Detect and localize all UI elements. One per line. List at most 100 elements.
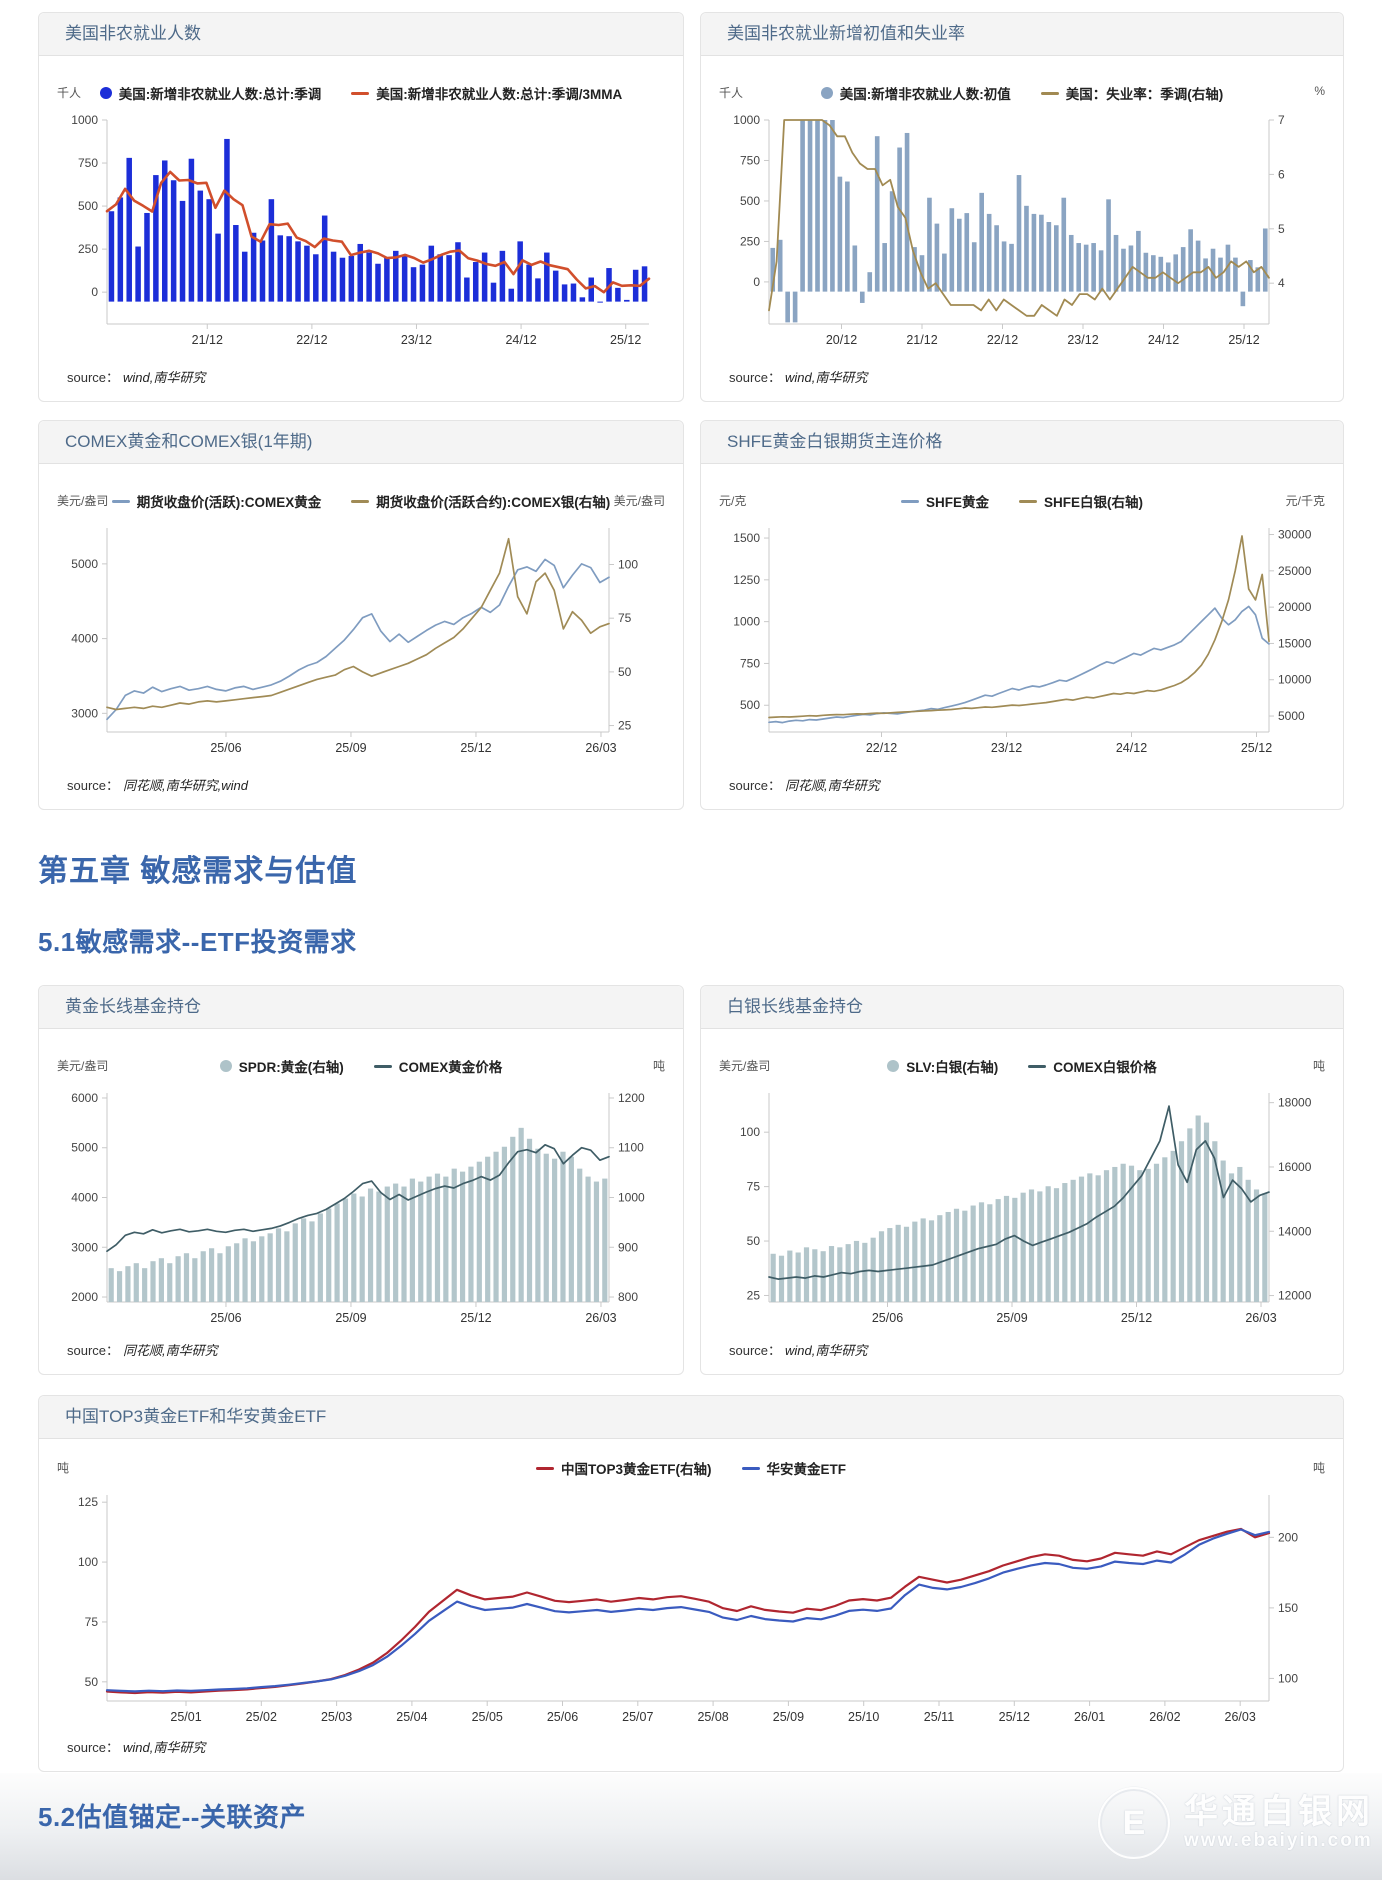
legend-item[interactable]: SLV:白银(右轴) [887,1056,998,1076]
svg-text:26/03: 26/03 [1245,1311,1276,1325]
source-line: source： wind,南华研究 [67,370,206,385]
svg-text:26/03: 26/03 [585,1311,616,1325]
svg-text:500: 500 [740,194,760,208]
left-axis-unit: 美元/盎司 [57,1059,109,1073]
legend-item[interactable]: 华安黄金ETF [741,1458,847,1478]
watermark-site-url: www.ebaiyin.com [1184,1830,1373,1852]
svg-text:25/12: 25/12 [460,1311,491,1325]
left-axis-unit: 美元/盎司 [57,494,109,508]
left-axis-unit: 千人 [57,86,82,100]
svg-text:50: 50 [618,665,632,679]
legend-label: SHFE白银(右轴) [1044,495,1143,510]
legend-row: 期货收盘价(活跃):COMEX黄金 期货收盘价(活跃合约):COMEX银(右轴) 美… [53,486,669,516]
legend-item[interactable]: 中国TOP3黄金ETF(右轴) [535,1458,712,1478]
legend-item[interactable]: COMEX黄金价格 [373,1056,502,1076]
legend-item[interactable]: COMEX白银价格 [1028,1056,1157,1076]
chart-canvas: 1000 750 500 250 0 7 6 5 4 20/12 21/12 22/12 23/12 24… [733,113,1285,347]
svg-text:25/07: 25/07 [622,1710,653,1724]
card-silver-fund-holdings: 白银长线基金持仓 SLV:白银(右轴) COMEX白银价格 美元/盎司 吨 100 75… [700,985,1344,1375]
legend-line-icon [351,499,370,503]
card-body: SPDR:黄金(右轴) COMEX黄金价格 美元/盎司 吨 6000 5000 4000 3… [39,1029,683,1375]
svg-text:5000: 5000 [1278,709,1305,723]
x-axis: 21/12 22/12 23/12 24/12 25/12 [107,323,649,347]
x-axis: 25/06 25/09 25/12 26/03 [107,1301,617,1325]
svg-text:16000: 16000 [1278,1160,1312,1174]
legend-item[interactable]: 美国:新增非农就业人数:总计:季调 [99,83,322,103]
y-axis-right: 100 75 50 25 [608,528,638,733]
card-gold-fund-holdings: 黄金长线基金持仓 SPDR:黄金(右轴) COMEX黄金价格 美元/盎司 吨 6000… [38,985,684,1375]
svg-text:1000: 1000 [71,113,98,127]
bar-series [770,120,1268,323]
legend-item[interactable]: 美国:新增非农就业人数:初值 [820,83,1011,103]
legend-label: SPDR:黄金(右轴) [238,1060,344,1075]
svg-text:12000: 12000 [1278,1289,1312,1303]
legend-line-icon [535,1466,554,1470]
svg-text:900: 900 [618,1240,638,1254]
svg-text:26/03: 26/03 [585,741,616,755]
card-us-nonfarm-payrolls: 美国非农就业人数 美国:新增非农就业人数:总计:季调 美国:新增非农就业人数:总计… [38,12,684,402]
legend-item[interactable]: 期货收盘价(活跃合约):COMEX银(右轴) [351,491,610,511]
svg-text:0: 0 [91,285,98,299]
svg-text:5: 5 [1278,222,1285,236]
legend-item[interactable]: 期货收盘价(活跃):COMEX黄金 [111,491,321,511]
svg-text:25/06: 25/06 [210,741,241,755]
svg-text:6: 6 [1278,167,1285,181]
line-series [768,1105,1270,1280]
card-body: 美国:新增非农就业人数:初值 美国：失业率：季调(右轴) 千人% 1000 750 50… [701,56,1343,402]
legend-row: SLV:白银(右轴) COMEX白银价格 美元/盎司 吨 [715,1051,1329,1081]
svg-text:1500: 1500 [733,531,760,545]
legend-line-icon [1028,1064,1047,1068]
line-series [106,558,610,721]
watermark-text: 华通白银网 www.ebaiyin.com [1184,1793,1374,1852]
card-title: 美国非农就业人数 [39,13,683,56]
card-us-initial-claims-unemployment: 美国非农就业新增初值和失业率 美国:新增非农就业人数:初值 美国：失业率：季调(右… [700,12,1344,402]
legend-item[interactable]: SHFE黄金 [900,491,989,511]
chart-us-nonfarm-payrolls: 美国:新增非农就业人数:总计:季调 美国:新增非农就业人数:总计:季调/3MMA 千… [53,78,669,363]
bar-series [108,1127,608,1302]
legend-row: SHFE黄金 SHFE白银(右轴) 元/克 元/千克 [715,486,1329,516]
legend-row: 美国:新增非农就业人数:总计:季调 美国:新增非农就业人数:总计:季调/3MMA 千… [53,78,669,108]
svg-text:1250: 1250 [733,573,760,587]
svg-text:22/12: 22/12 [866,741,897,755]
section-5-2-heading: 5.2估值锚定--关联资产 [38,1802,306,1832]
legend-item[interactable]: SPDR:黄金(右轴) [219,1056,344,1076]
section-5-1-heading: 5.1敏感需求--ETF投资需求 [38,927,357,957]
legend-item[interactable]: 美国：失业率：季调(右轴) [1040,83,1223,103]
legend-label: 美国:新增非农就业人数:总计:季调 [118,87,322,102]
svg-text:25: 25 [747,1288,761,1302]
svg-text:5000: 5000 [71,1141,98,1155]
watermark: E 华通白银网 www.ebaiyin.com [1098,1787,1374,1859]
svg-text:100: 100 [740,1125,760,1139]
x-axis: 22/12 23/12 24/12 25/12 [769,731,1272,755]
chart-silver-fund-holdings: SLV:白银(右轴) COMEX白银价格 美元/盎司 吨 100 75 50 25 18000… [715,1051,1329,1341]
chapter-heading: 第五章 敏感需求与估值 [38,855,358,888]
legend-dot-icon [219,1060,232,1072]
legend-row: 中国TOP3黄金ETF(右轴) 华安黄金ETF 吨 吨 [53,1453,1329,1483]
svg-text:20000: 20000 [1278,600,1312,614]
svg-text:25/08: 25/08 [697,1710,728,1724]
svg-text:18000: 18000 [1278,1096,1312,1110]
svg-text:26/03: 26/03 [1225,1710,1256,1724]
chart-canvas: 1000 750 500 250 0 21/12 22/12 23/12 24/12 25/12 [71,113,651,347]
svg-text:24/12: 24/12 [1116,741,1147,755]
svg-text:100: 100 [1278,1671,1298,1685]
svg-text:25/05: 25/05 [472,1710,503,1724]
svg-text:24/12: 24/12 [505,333,536,347]
svg-text:25/11: 25/11 [924,1710,954,1724]
legend-line-icon [741,1466,760,1470]
svg-text:24/12: 24/12 [1148,333,1179,347]
chart-comex-gold-silver: 期货收盘价(活跃):COMEX黄金 期货收盘价(活跃合约):COMEX银(右轴) 美… [53,486,669,771]
svg-text:750: 750 [78,156,98,170]
svg-text:25/12: 25/12 [460,741,491,755]
card-title: 黄金长线基金持仓 [39,986,683,1029]
legend-item[interactable]: 美国:新增非农就业人数:总计:季调/3MMA [351,83,622,103]
svg-text:2000: 2000 [71,1290,98,1304]
svg-text:25/04: 25/04 [396,1710,427,1724]
y-axis-left: 1000 750 500 250 0 [733,113,770,324]
legend-item[interactable]: SHFE白银(右轴) [1019,491,1143,511]
legend-dot-icon [887,1060,900,1072]
y-axis-right: 1200 1100 1000 900 800 [608,1091,645,1304]
svg-text:25/06: 25/06 [210,1311,241,1325]
legend-label: 华安黄金ETF [766,1462,847,1477]
svg-text:3000: 3000 [71,706,98,720]
